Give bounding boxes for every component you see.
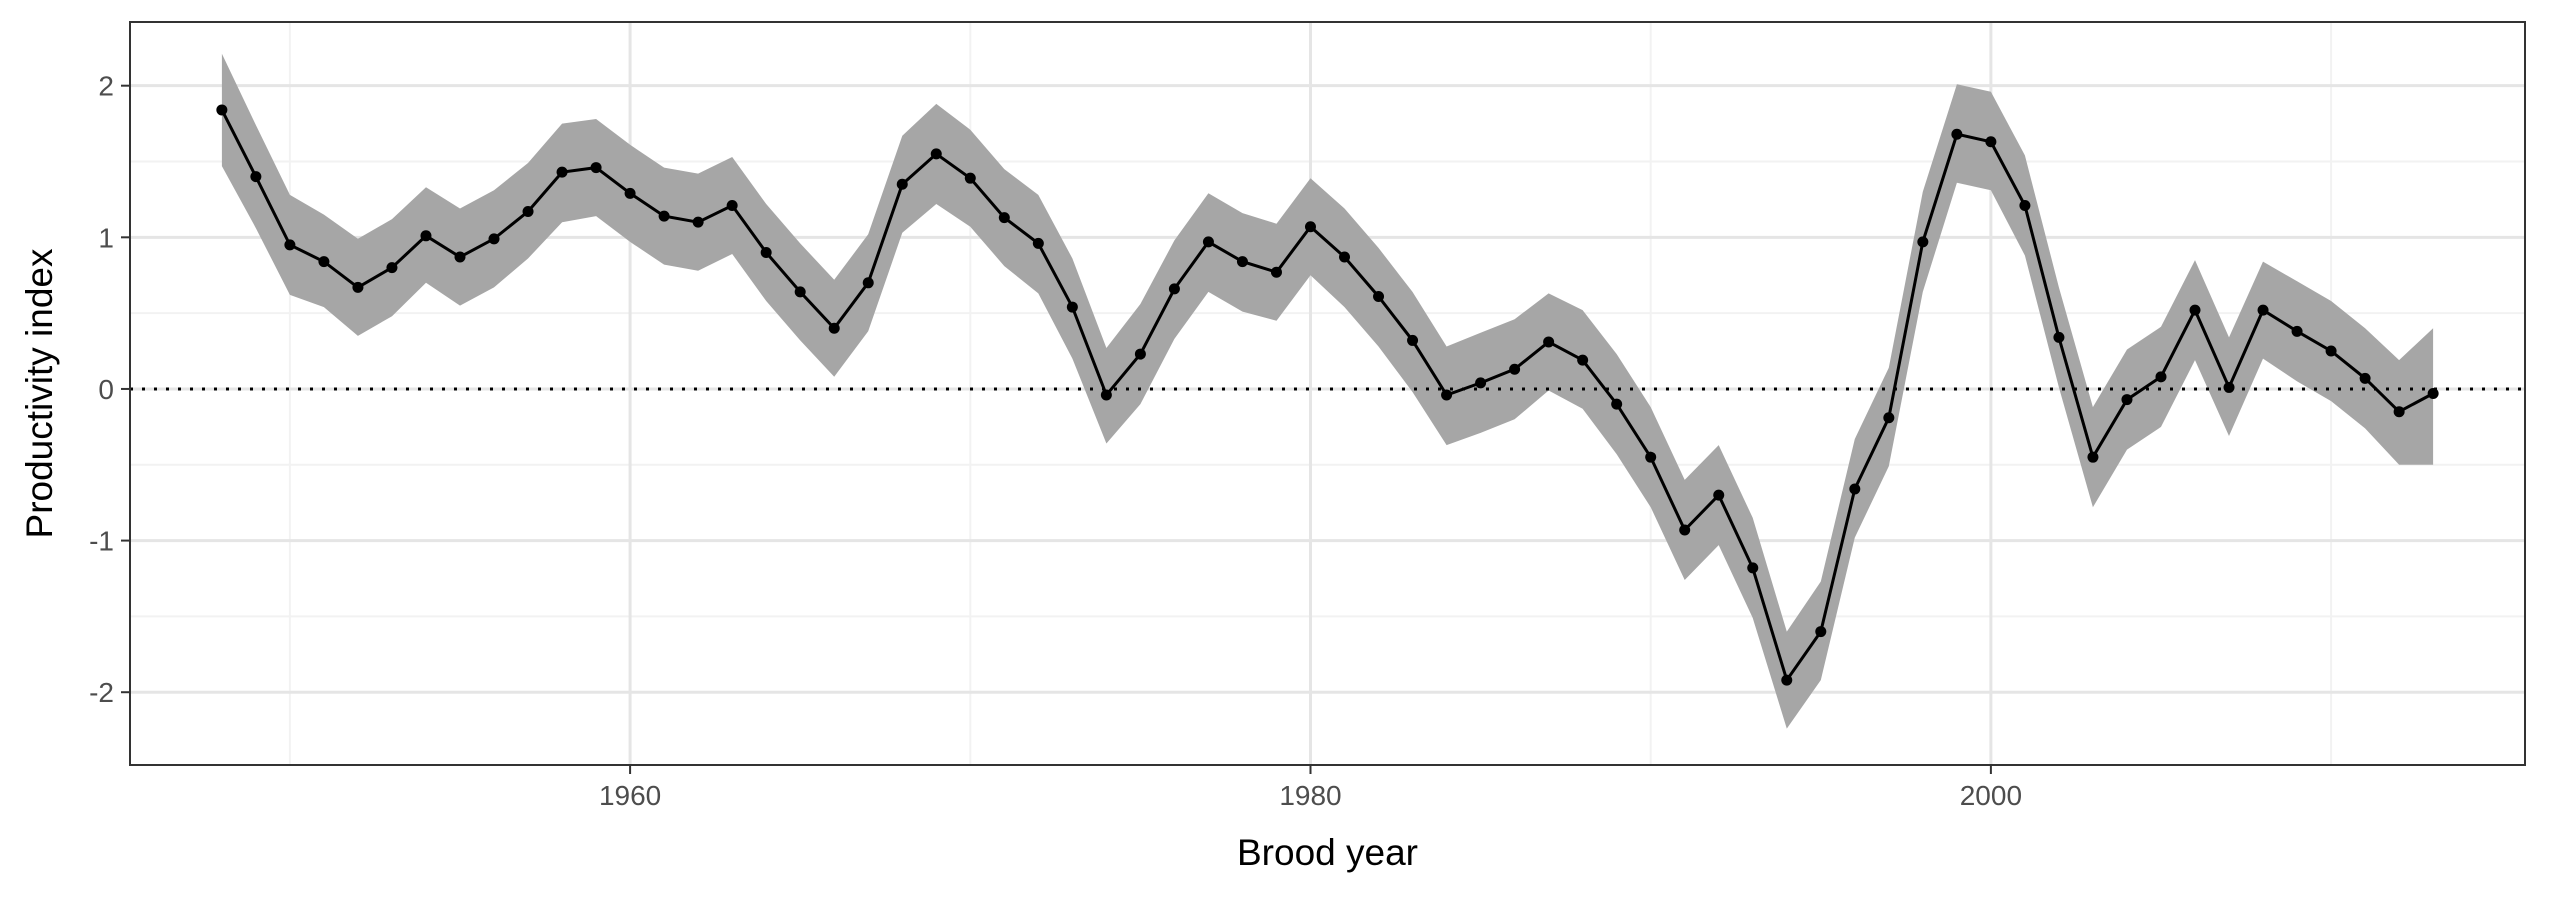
data-point xyxy=(454,251,466,263)
data-point xyxy=(1985,136,1997,148)
data-point xyxy=(964,172,976,184)
data-point xyxy=(1066,301,1078,313)
data-point xyxy=(2427,388,2439,399)
data-point xyxy=(998,212,1010,224)
data-point xyxy=(2053,331,2065,343)
data-point xyxy=(1883,412,1895,424)
data-point xyxy=(2359,372,2371,384)
data-point xyxy=(1475,377,1487,389)
data-point xyxy=(794,286,806,298)
y-tick-label: -2 xyxy=(89,677,114,708)
data-point xyxy=(624,187,636,199)
data-point xyxy=(1645,451,1657,463)
y-tick-label: -1 xyxy=(89,526,114,557)
data-point xyxy=(1304,221,1316,233)
data-point xyxy=(216,104,228,116)
data-point xyxy=(2223,381,2235,393)
data-point xyxy=(1134,348,1146,360)
data-point xyxy=(1543,336,1555,348)
data-point xyxy=(1509,363,1521,375)
data-point xyxy=(862,277,874,289)
data-point xyxy=(1373,290,1385,302)
data-point xyxy=(1270,266,1282,278)
data-point xyxy=(420,230,432,242)
data-point xyxy=(692,216,704,228)
x-axis-ticks: 1960 1980 2000 xyxy=(599,765,2022,811)
data-point xyxy=(1441,389,1453,401)
data-point xyxy=(1168,283,1180,295)
data-point xyxy=(2393,406,2405,418)
data-point xyxy=(2257,304,2269,316)
data-point xyxy=(352,281,364,293)
data-point xyxy=(2291,325,2303,337)
data-point xyxy=(1577,354,1589,366)
y-tick-label: 0 xyxy=(98,374,114,405)
data-point xyxy=(760,246,772,258)
x-tick-label: 1960 xyxy=(599,780,661,811)
data-point xyxy=(2325,345,2337,357)
data-point xyxy=(726,199,738,211)
panel-border xyxy=(129,21,2526,766)
y-axis-title: Productivity index xyxy=(19,248,60,538)
data-point xyxy=(1679,524,1691,536)
x-axis-title: Brood year xyxy=(1237,832,1418,873)
data-point xyxy=(2019,199,2031,211)
data-point xyxy=(386,262,398,274)
data-point xyxy=(1032,237,1044,249)
data-point xyxy=(2155,371,2167,383)
data-point xyxy=(1407,334,1419,346)
data-point xyxy=(1815,626,1827,638)
x-tick-label: 2000 xyxy=(1960,780,2022,811)
data-point xyxy=(1100,389,1112,401)
data-point xyxy=(1202,236,1214,248)
y-tick-label: 1 xyxy=(98,222,114,253)
data-points xyxy=(216,104,2439,686)
data-point xyxy=(2087,451,2099,463)
data-point xyxy=(522,206,534,218)
x-tick-label: 1980 xyxy=(1279,780,1341,811)
data-point xyxy=(1849,483,1861,495)
data-point xyxy=(284,239,296,251)
data-point xyxy=(318,256,330,268)
data-point xyxy=(556,166,568,178)
data-point xyxy=(1339,251,1351,263)
y-tick-label: 2 xyxy=(98,71,114,102)
data-point xyxy=(488,233,500,245)
data-point xyxy=(2121,394,2133,406)
data-point xyxy=(1781,674,1793,686)
data-point xyxy=(658,210,670,222)
y-axis-ticks: -2 -1 0 1 2 xyxy=(89,71,130,708)
data-point xyxy=(590,162,602,174)
data-point xyxy=(1951,128,1963,140)
data-point xyxy=(828,322,840,334)
data-point xyxy=(1917,236,1929,248)
data-point xyxy=(896,178,908,190)
data-point xyxy=(1611,398,1623,410)
confidence-ribbon xyxy=(221,53,2434,729)
productivity-series-line xyxy=(220,109,2434,684)
data-point xyxy=(2189,304,2201,316)
data-point xyxy=(1747,562,1759,574)
data-point xyxy=(250,171,262,183)
data-point xyxy=(930,148,942,160)
data-point xyxy=(1236,256,1248,268)
data-point xyxy=(1713,489,1725,501)
